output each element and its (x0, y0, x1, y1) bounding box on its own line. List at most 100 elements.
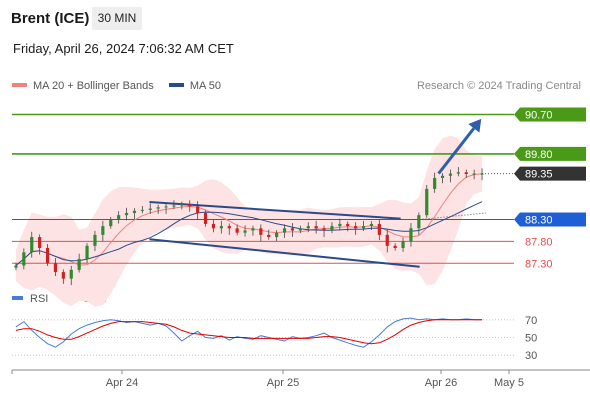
legend-bollinger: MA 20 + Bollinger Bands (12, 80, 154, 92)
ma50-swatch (168, 83, 184, 88)
candle (480, 168, 484, 181)
ma20-line (15, 173, 483, 266)
candle (369, 221, 374, 231)
candle (440, 173, 445, 184)
candle (385, 229, 389, 253)
rsi-series-line (15, 317, 483, 348)
price-legend: MA 20 + Bollinger Bands MA 50 (12, 80, 233, 94)
candle (409, 223, 413, 247)
candle (124, 207, 129, 221)
candle (290, 223, 295, 238)
rsi-tick-label: 30 (525, 350, 537, 362)
level-badge-90-70 (514, 107, 586, 122)
candle (61, 269, 65, 284)
level-badge-88-30 (514, 212, 586, 227)
candle (227, 223, 231, 235)
candle (93, 230, 97, 252)
rsi-tick-label: 50 (525, 333, 537, 345)
x-tick-label: May 5 (494, 377, 524, 389)
candle (203, 210, 208, 227)
timeframe-button[interactable]: 30 MIN (92, 7, 142, 30)
pivot-projection-line (419, 212, 487, 221)
rsi-panel: 70 50 30 (12, 315, 537, 362)
level-label-87-30: 87.30 (525, 258, 553, 270)
candle (69, 265, 73, 286)
channel-lower-line (149, 238, 420, 268)
candle (22, 248, 26, 270)
candle (472, 169, 476, 180)
ma50-line (15, 201, 483, 266)
target-arrow-shaft (437, 127, 476, 175)
instrument-title: Brent (ICE) (11, 10, 90, 27)
candle (188, 200, 192, 212)
credit-label: Research © 2024 Trading Central (416, 80, 581, 92)
level-label-90-70: 90.70 (525, 110, 553, 122)
candle (401, 237, 405, 252)
level-label-89-35: 89.35 (525, 169, 553, 181)
candle (196, 201, 200, 220)
datetime-label: Friday, April 26, 2024 7:06:32 AM CET (13, 41, 234, 56)
candle (45, 244, 50, 266)
candle (330, 222, 334, 234)
x-tick-label: Apr 25 (267, 377, 299, 389)
bollinger-swatch (12, 83, 27, 88)
rsi-swatch (12, 296, 23, 301)
candle (251, 225, 255, 236)
candle (464, 169, 468, 178)
rsi-tick-label: 70 (525, 315, 537, 327)
candle (101, 220, 105, 242)
time-axis: Apr 24 Apr 25 Apr 26 May 5 (11, 369, 590, 389)
target-arrow-head (468, 118, 482, 133)
candle (132, 208, 137, 220)
chart-header: Brent (ICE) 30 MIN (0, 0, 590, 36)
candle (180, 201, 184, 210)
bollinger-band-area (15, 135, 483, 307)
candle (53, 258, 58, 276)
candle (306, 222, 310, 233)
candle (211, 219, 216, 233)
candle (354, 222, 358, 235)
candle (346, 221, 350, 232)
candle (377, 219, 381, 241)
level-badge-89-35 (514, 166, 586, 181)
level-label-87-80: 87.80 (525, 236, 553, 248)
x-tick-label: Apr 26 (425, 377, 457, 389)
candle (14, 262, 18, 271)
candle (85, 243, 89, 263)
candle (259, 224, 263, 242)
candle (148, 203, 152, 214)
candle (361, 220, 366, 231)
candle (267, 229, 271, 240)
candle (243, 225, 247, 237)
target-arrow-layer (437, 118, 482, 175)
x-tick-label: Apr 24 (106, 377, 138, 389)
candle (338, 218, 342, 231)
candlestick-layer (14, 167, 484, 286)
candle (235, 224, 239, 236)
candle (417, 212, 421, 235)
candle (393, 243, 397, 251)
legend-ma50-label: MA 50 (189, 80, 222, 92)
candle (298, 225, 302, 234)
level-label-88-30: 88.30 (525, 215, 553, 227)
price-level-layer (12, 113, 514, 264)
level-label-89-80: 89.80 (525, 149, 553, 161)
candle (117, 211, 121, 224)
candle (38, 234, 42, 255)
ma9-series-line (15, 319, 483, 345)
level-badge-89-80 (514, 146, 586, 161)
candle (314, 220, 318, 234)
candle (109, 216, 113, 229)
candle (156, 204, 160, 214)
candle (219, 220, 223, 234)
moving-average-layer (15, 173, 483, 266)
legend-bollinger-label: MA 20 + Bollinger Bands (33, 80, 154, 92)
legend-ma50: MA 50 (168, 80, 222, 92)
legend-rsi: RSI (12, 293, 48, 305)
bollinger-band-layer (15, 135, 483, 307)
candle (77, 253, 81, 273)
legend-rsi-label: RSI (30, 293, 49, 305)
candle (164, 202, 168, 214)
candle (140, 205, 144, 214)
